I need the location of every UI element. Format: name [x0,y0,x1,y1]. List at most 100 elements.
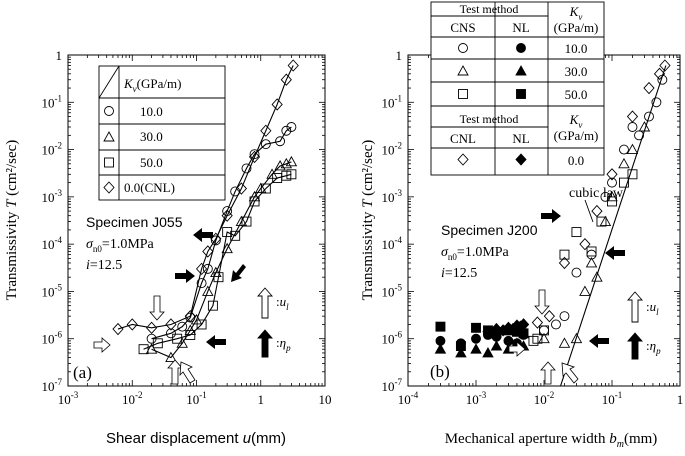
data-point-square [241,216,252,227]
legend-b-header-unit: (GPa/m) [554,128,599,143]
data-point-square [571,227,582,238]
data-point-diamond [248,150,261,164]
series-line [143,173,292,350]
y-tick-label: 10-2 [42,141,63,158]
series-a [112,59,299,362]
legend-a-square-marker [104,157,114,168]
panel-b: 10-4 10-3 10-2 10-1 1 10-7 10-6 10-5 10-4 10-3 10-… [360,1,684,450]
data-point-triangle [145,343,158,354]
data-point-diamond [287,59,299,72]
data-point-square [172,333,183,344]
filled-arrow-icon [193,228,213,242]
data-point-triangle [618,157,630,169]
data-point-diamond [659,59,671,72]
y-tick-label: 10-7 [42,377,63,394]
series-line [117,65,294,330]
data-point-triangle [455,347,467,358]
data-point-triangle [285,155,298,167]
x-tick-label: 10-1 [602,390,623,407]
y-axis-title-a: Transmissivity T (cm²/sec) [4,140,20,301]
filled-arrow-icon [605,246,625,260]
legend-b-circle-open [458,43,468,53]
data-point-triangle [579,285,591,296]
data-point-square [586,246,597,257]
data-point-diamond [482,325,494,338]
x-axis-title-b: Mechanical aperture width bm(mm) [445,431,658,450]
panel-label-a: (a) [73,363,92,382]
data-point-triangle [190,313,203,325]
stress-label-a: σn0=1.0MPa [86,237,155,254]
data-point-circle [202,263,213,274]
hollow-arrow-icon [540,361,556,385]
y-tick-label: 1 [396,48,403,63]
legend-b-col-cnl: CNL [450,131,476,146]
data-point-triangle [434,343,447,354]
legend-a-diamond-marker [103,181,115,194]
data-point-square [249,196,260,207]
legend-b-square-open [458,89,468,99]
arrow-legend-ul: :ul [646,299,659,317]
data-point-triangle [626,143,639,155]
data-point-circle [651,97,662,108]
data-point-square [138,344,149,355]
data-point-diamond [280,73,292,86]
data-point-diamond [543,309,555,323]
legend-b-label: 50.0 [565,87,588,102]
data-point-square [539,325,549,336]
y-tick-label: 10-2 [382,141,403,158]
data-point-triangle [210,266,222,278]
legend-b-col-nl: NL [512,20,529,35]
filled-arrow-icon [231,264,246,282]
arrow-legend-b: :ul :ηp [627,291,661,360]
legend-a-label: 30.0 [140,129,163,144]
data-point-triangle [470,343,482,354]
arrow-legend-ul: :ul [276,294,289,312]
x-tick-label: 10-3 [466,390,487,407]
data-point-square [281,170,292,181]
data-point-diamond [626,110,639,123]
arrow-legend-np: :ηp [646,338,661,356]
data-point-diamond [271,98,283,111]
data-point-circle [177,321,188,332]
data-point-circle [627,122,638,132]
data-point-circle [551,319,561,330]
data-point-triangle [221,242,233,254]
x-tick-label: 10 [319,392,332,407]
data-point-diamond [643,81,655,95]
hollow-arrow-icon [93,337,111,353]
data-point-square [607,196,617,207]
data-point-circle [165,328,176,339]
filled-arrow-icon [541,209,561,223]
x-tick-label: 1 [677,392,684,407]
data-point-diamond [558,256,571,270]
plot-arrows-a [93,228,246,385]
data-point-square [619,177,629,188]
specimen-label-a: Specimen J055 [86,214,183,230]
x-tick-label: 10-2 [534,390,555,407]
stress-label-b: σn0=1.0MPa [441,245,510,262]
legend-a-box [98,65,226,201]
data-point-diamond [235,182,248,195]
hollow-arrow-icon [167,359,183,385]
legend-a-circle-marker [104,106,114,116]
y-axis-title-b: Transmissivity T (cm²/sec) [360,140,376,301]
data-point-square [213,272,224,283]
y-tick-label: 10-1 [42,93,63,110]
data-point-triangle [599,215,612,227]
cubic-law-label: cubic law [569,186,624,201]
cubic-law-line [560,65,667,387]
data-point-diamond [531,316,544,329]
legend-b-box [430,1,605,176]
x-tick-label: 1 [258,392,265,407]
data-point-square [627,169,638,180]
legend-b-square-filled [516,89,526,99]
filled-arrow-icon [627,332,643,360]
hollow-arrow-icon [561,362,579,384]
y-tick-label: 10-4 [382,235,403,252]
data-point-triangle [570,332,583,344]
arrow-legend-a: :ul :ηp [257,287,291,358]
x-tick-label: 10-4 [398,390,419,407]
legend-b-col-cns: CNS [450,20,475,35]
filled-arrow-icon [175,269,195,283]
